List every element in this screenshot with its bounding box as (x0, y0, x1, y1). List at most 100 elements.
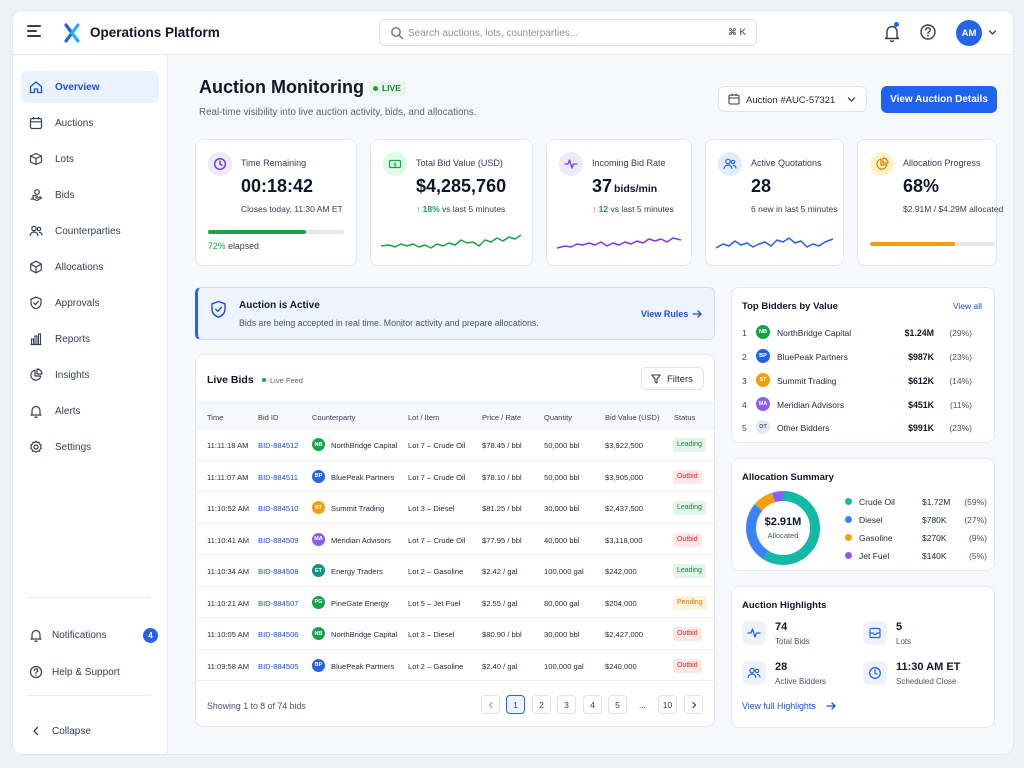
bidder-share: (29%) (949, 328, 972, 338)
bidder-avatar: ST (756, 373, 770, 387)
help-icon[interactable] (919, 23, 937, 41)
bidder-value: $987K (908, 352, 934, 362)
bid-time: 11:11:07 AM (207, 472, 249, 482)
global-search[interactable]: ⌘ K (379, 19, 757, 46)
view-rules-link[interactable]: View Rules (641, 309, 689, 319)
live-badge: LIVE (369, 81, 406, 96)
pagination-page-10[interactable]: 10 (658, 695, 677, 714)
view-full-highlights-link[interactable]: View full Highlights (742, 701, 816, 711)
sidebar-item-help[interactable]: Help & Support (21, 656, 159, 688)
view-auction-details-button[interactable]: View Auction Details (881, 86, 997, 113)
bid-id-link[interactable]: BID-884509 (258, 535, 299, 545)
sidebar-item-overview[interactable]: Overview (21, 71, 159, 103)
sidebar-item-auctions[interactable]: Auctions (21, 107, 159, 139)
table-row[interactable]: 11:11:18 AM BID-884512 NB NorthBridge Ca… (196, 429, 714, 461)
sidebar-item-insights[interactable]: Insights (21, 359, 159, 391)
kpi-delta: ↑ 12 vs last 5 minutes (592, 204, 674, 214)
legend-item: Crude Oil $1.72M (59%) (845, 495, 987, 509)
kpi-label: Active Quotations (751, 158, 822, 168)
table-row[interactable]: 11:10:05 AM BID-884506 NB NorthBridge Ca… (196, 618, 714, 650)
pagination-page-5[interactable]: 5 (608, 695, 627, 714)
app-title: Operations Platform (90, 25, 220, 40)
quantity: 30,000 bbl (544, 504, 580, 513)
allocation-donut-chart (746, 491, 820, 565)
table-row[interactable]: 11:10:21 AM BID-884507 PG PineGate Energ… (196, 587, 714, 618)
donut-center-value: $2.91M (764, 516, 802, 528)
bidder-name: NorthBridge Capital (777, 328, 852, 338)
sidebar-item-reports[interactable]: Reports (21, 323, 159, 355)
column-header[interactable]: Quantity (544, 413, 572, 422)
status-badge: Leading (673, 438, 706, 452)
bidder-rank: 2 (742, 352, 747, 362)
view-all-link[interactable]: View all (952, 301, 982, 311)
sidebar-item-alerts[interactable]: Alerts (21, 395, 159, 427)
bid-id-link[interactable]: BID-884512 (258, 441, 299, 450)
list-item[interactable]: 4 MA Meridian Advisors $451K (11%) (742, 396, 986, 414)
column-header[interactable]: Lot / Item (408, 413, 440, 422)
table-row[interactable]: 11:10:34 AM BID-884508 ET Energy Traders… (196, 555, 714, 587)
pagination-page-2[interactable]: 2 (532, 695, 551, 714)
list-item[interactable]: 3 ST Summit Trading $612K (14%) (742, 372, 986, 390)
column-header[interactable]: Bid ID (258, 413, 279, 422)
counterparty-avatar: NB (312, 438, 325, 451)
top-bidders-title: Top Bidders by Value (742, 301, 838, 312)
column-header[interactable]: Counterparty (312, 413, 356, 422)
sidebar-item-bids[interactable]: Bids (21, 179, 159, 211)
chevron-down-icon[interactable] (988, 28, 997, 37)
list-item[interactable]: 2 BP BluePeak Partners $987K (23%) (742, 348, 986, 366)
legend-swatch (845, 552, 852, 559)
arrow-right-icon[interactable] (826, 701, 836, 711)
counterparty-avatar: NB (312, 627, 325, 640)
arrow-right-icon[interactable] (692, 309, 702, 319)
bid-id-link[interactable]: BID-884508 (258, 567, 299, 576)
bid-id-link[interactable]: BID-884511 (258, 472, 298, 482)
bid-id-link[interactable]: BID-884510 (258, 504, 299, 513)
column-header[interactable]: Bid Value (USD) (605, 413, 660, 422)
column-header[interactable]: Status (674, 413, 696, 422)
sidebar-item-counterparties[interactable]: Counterparties (21, 215, 159, 247)
filters-button[interactable]: Filters (641, 367, 704, 390)
kpi-subtext: Closes today, 11:30 AM ET (241, 204, 343, 214)
legend-pct: (9%) (969, 533, 987, 543)
bid-id-link[interactable]: BID-884505 (258, 661, 299, 671)
bid-id-link[interactable]: BID-884506 (258, 630, 299, 639)
table-row[interactable]: 11:11:07 AM BID-884511 BP BluePeak Partn… (196, 461, 714, 492)
pagination-prev-button[interactable] (481, 695, 500, 714)
pagination-page-4[interactable]: 4 (583, 695, 602, 714)
top-bar: Operations Platform ⌘ K AM (13, 11, 1013, 55)
pagination-page-1[interactable]: 1 (506, 695, 525, 714)
highlight-value: 5 (896, 621, 903, 633)
list-item[interactable]: 5 OT Other Bidders $991K (23%) (742, 419, 986, 437)
column-header[interactable]: Price / Rate (482, 413, 522, 422)
pagination-page-3[interactable]: 3 (557, 695, 576, 714)
sidebar-item-label: Settings (55, 442, 92, 453)
list-item[interactable]: 1 NB NorthBridge Capital $1.24M (29%) (742, 324, 986, 342)
bid-id-link[interactable]: BID-884507 (258, 598, 299, 608)
user-avatar[interactable]: AM (956, 20, 982, 46)
table-row[interactable]: 11:09:58 AM BID-884505 BP BluePeak Partn… (196, 650, 714, 681)
highlight-lots: 5 Lots (863, 621, 983, 651)
sidebar-item-approvals[interactable]: Approvals (21, 287, 159, 319)
lot-item: Lot 3 – Diesel (408, 630, 455, 639)
kpi-label: Total Bid Value (USD) (416, 158, 503, 168)
column-header[interactable]: Time (207, 413, 224, 422)
auction-select[interactable]: Auction #AUC-57321 (718, 86, 867, 112)
sidebar-item-allocations[interactable]: Allocations (21, 251, 159, 283)
notifications-bell-icon[interactable] (883, 23, 901, 43)
search-input[interactable] (408, 25, 708, 41)
table-row[interactable]: 11:10:52 AM BID-884510 ST Summit Trading… (196, 492, 714, 524)
clock-icon (863, 661, 887, 685)
sidebar-item-lots[interactable]: Lots (21, 143, 159, 175)
sidebar-item-settings[interactable]: Settings (21, 431, 159, 463)
sidebar-collapse-button[interactable]: Collapse (21, 715, 159, 747)
bidder-rank: 4 (742, 400, 747, 410)
menu-icon[interactable] (27, 25, 41, 37)
chevron-down-icon (847, 97, 856, 102)
pagination-next-button[interactable] (684, 695, 703, 714)
pagination-summary: Showing 1 to 8 of 74 bids (207, 701, 306, 711)
kpi-incoming-bid-rate: Incoming Bid Rate 37 bids/min ↑ 12 vs las… (546, 139, 692, 266)
sidebar-item-notifications[interactable]: Notifications 4 (21, 619, 159, 651)
banknote-icon: $ (383, 152, 407, 176)
table-row[interactable]: 11:10:41 AM BID-884509 MA Meridian Advis… (196, 524, 714, 555)
bid-time: 11:10:52 AM (207, 504, 250, 513)
